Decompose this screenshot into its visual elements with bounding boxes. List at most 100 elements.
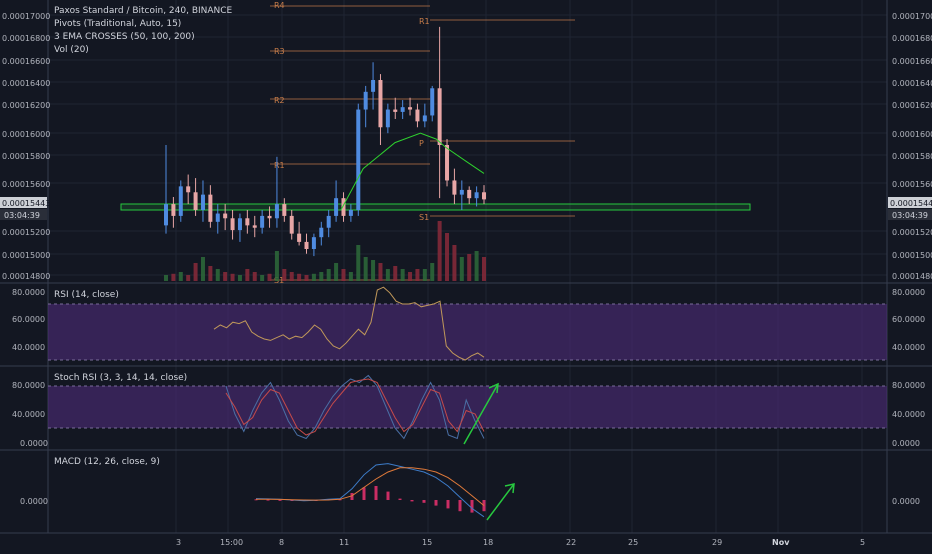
time-label-7: 25	[628, 538, 638, 547]
stoch-title: Stoch RSI (3, 3, 14, 14, close)	[54, 373, 187, 383]
volume-bar-3	[186, 275, 191, 281]
macd-hist-bar-8	[350, 493, 354, 500]
candle-body-21	[319, 227, 324, 238]
volume-bar-26	[356, 245, 361, 281]
current-price-tag-left: 0.00015443	[2, 199, 50, 208]
time-label-0: 3	[176, 538, 181, 547]
current-price-tag-right-bg	[888, 197, 932, 208]
price-tick-left-7: 0.00015600	[2, 180, 50, 189]
volume-bar-35	[422, 269, 427, 281]
indicator-label-ema: 3 EMA CROSSES (50, 100, 200)	[54, 32, 195, 42]
volume-bar-11	[245, 269, 250, 281]
volume-bar-34	[415, 269, 420, 281]
stoch-k-line	[225, 374, 485, 440]
candle-body-40	[459, 189, 464, 195]
rsi-title: RSI (14, close)	[54, 290, 119, 300]
rsi-tick-right-0: 80.0000	[892, 288, 925, 297]
pivot-label-r2: R2	[274, 96, 285, 105]
volume-bar-14	[267, 273, 272, 281]
price-tick-right-2: 0.00016600	[892, 57, 932, 66]
macd-hist-bar-13	[410, 500, 414, 502]
stoch-arrow-head	[488, 382, 499, 394]
time-label-8: 29	[712, 538, 722, 547]
candle-body-29	[378, 80, 383, 128]
volume-bar-8	[223, 272, 228, 281]
time-axis: 3 15:00 8 11 15 18 22 25 29 Nov 5	[176, 538, 865, 547]
candle-body-26	[356, 109, 361, 210]
volume-bar-19	[304, 275, 309, 281]
ema-line	[340, 132, 485, 211]
volume-bar-27	[363, 257, 368, 281]
stoch-tick-left-1: 40.0000	[12, 410, 45, 419]
time-label-9: Nov	[772, 538, 790, 547]
pivot-label-s1-right: S1	[419, 213, 429, 222]
macd-hist-bar-16	[446, 500, 450, 509]
candle-body-11	[245, 218, 250, 226]
price-tick-left-10: 0.00015000	[2, 251, 50, 260]
price-tick-right-10: 0.00015000	[892, 251, 932, 260]
price-tick-right-0: 0.00017000	[892, 12, 932, 21]
candle-body-32	[400, 107, 405, 112]
volume-bar-22	[326, 269, 331, 281]
indicator-label-vol: Vol (20)	[54, 45, 89, 55]
volume-bar-17	[289, 272, 294, 281]
time-label-2: 8	[279, 538, 284, 547]
time-label-4: 15	[422, 538, 432, 547]
volume-bar-28	[371, 260, 376, 281]
candle-body-4	[193, 192, 198, 210]
candle-body-5	[200, 194, 205, 210]
candle-body-41	[467, 189, 472, 199]
stoch-tick-right-0: 80.0000	[892, 381, 925, 390]
volume-bar-18	[297, 273, 302, 281]
pivot-label-s1-left: S1	[274, 276, 284, 285]
macd-title: MACD (12, 26, close, 9)	[54, 457, 160, 467]
stoch-arrow	[463, 382, 499, 445]
support-zone-rectangle[interactable]	[120, 203, 751, 211]
macd-hist-bar-1	[266, 499, 270, 501]
price-tick-right-3: 0.00016400	[892, 79, 932, 88]
candle-body-42	[474, 192, 479, 199]
volume-bar-21	[319, 272, 324, 281]
candle-body-25	[348, 210, 353, 216]
price-tick-left-1: 0.00016800	[2, 34, 50, 43]
candle-body-16	[282, 204, 287, 216]
candle-body-38	[445, 145, 450, 181]
price-tick-left-3: 0.00016400	[2, 79, 50, 88]
candle-body-3	[186, 186, 191, 193]
price-tick-right-6: 0.00015800	[892, 152, 932, 161]
price-tick-left-9: 0.00015200	[2, 228, 50, 237]
candle-body-2	[178, 186, 183, 216]
price-tick-left-2: 0.00016600	[2, 57, 50, 66]
time-label-6: 22	[566, 538, 576, 547]
price-tick-right-7: 0.00015600	[892, 180, 932, 189]
candle-body-15	[274, 204, 279, 219]
candle-body-34	[415, 109, 420, 122]
macd-hist-bar-12	[398, 498, 402, 500]
stoch-tick-left-0: 80.0000	[12, 381, 45, 390]
candle-body-20	[311, 237, 316, 249]
rsi-tick-right-1: 60.0000	[892, 315, 925, 324]
macd-arrow-shaft	[486, 483, 515, 521]
rsi-tick-right-2: 40.0000	[892, 343, 925, 352]
pivot-label-r4: R4	[274, 1, 285, 10]
time-label-1: 15:00	[220, 538, 243, 547]
volume-bar-7	[215, 269, 220, 281]
pivot-label-r1: R1	[274, 161, 285, 170]
time-label-5: 18	[483, 538, 493, 547]
volume-bar-36	[430, 263, 435, 281]
volume-bar-43	[482, 257, 486, 281]
time-label-3: 11	[339, 538, 349, 547]
stoch-d-line	[225, 378, 485, 436]
candle-body-13	[260, 215, 265, 228]
candle-body-7	[215, 213, 220, 222]
volume-bar-2	[178, 272, 183, 281]
macd-tick-left: 0.0000	[20, 497, 48, 506]
candle-body-31	[393, 109, 398, 112]
volume-bar-25	[348, 272, 353, 281]
price-tick-right-5: 0.00016000	[892, 130, 932, 139]
volume-bar-13	[260, 275, 265, 281]
stoch-tick-right-2: 0.0000	[892, 439, 920, 448]
price-tick-left-6: 0.00015800	[2, 152, 50, 161]
